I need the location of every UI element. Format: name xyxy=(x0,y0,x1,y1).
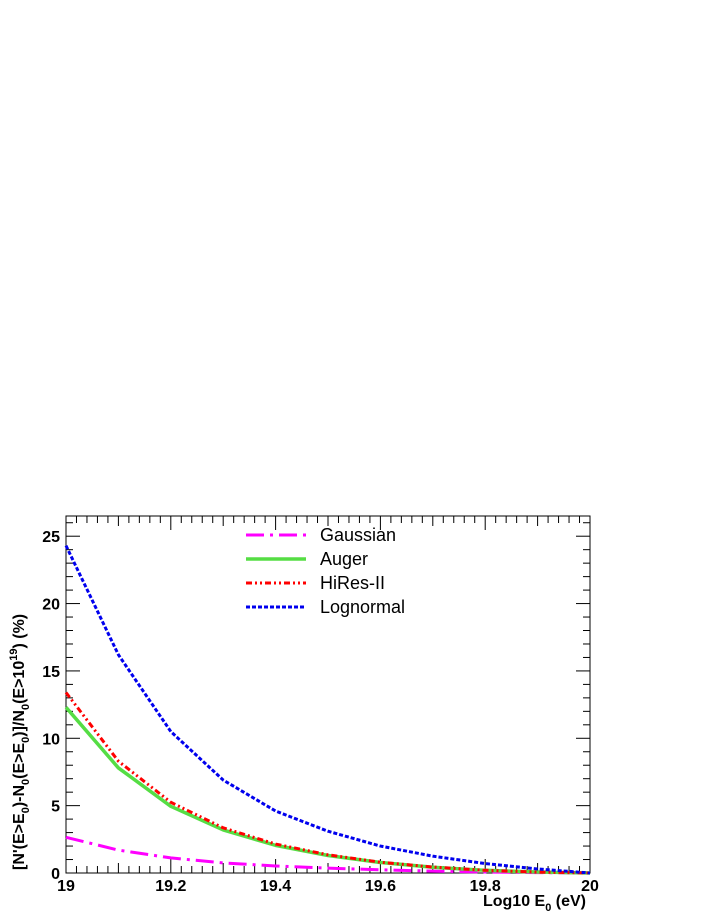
legend-label: Auger xyxy=(320,549,368,569)
x-tick-label: 19.4 xyxy=(260,878,291,895)
series-line-hires-ii xyxy=(64,691,591,875)
legend-label: HiRes-II xyxy=(320,573,385,593)
y-tick-label: 0 xyxy=(51,866,60,883)
legend: Gaussian Auger HiRes-II Lognormal xyxy=(246,525,405,617)
x-tick-label: 19.8 xyxy=(470,878,501,895)
y-axis-title: [N'(E>E0)-N0(E>E0)]/N0(E>1019) (%) xyxy=(8,614,32,870)
y-axis: 0 5 10 15 20 25 xyxy=(42,522,590,883)
series-line-auger xyxy=(64,706,591,875)
x-axis-title: Log10 E0 (eV) xyxy=(483,893,586,914)
legend-label: Lognormal xyxy=(320,597,405,617)
series-line-lognormal xyxy=(64,544,591,875)
y-tick-label: 25 xyxy=(42,529,60,546)
legend-label: Gaussian xyxy=(320,525,396,545)
x-tick-label: 20 xyxy=(581,878,599,895)
y-tick-label: 20 xyxy=(42,597,60,614)
y-tick-label: 15 xyxy=(42,664,60,681)
x-tick-label: 19.2 xyxy=(155,878,186,895)
y-tick-label: 5 xyxy=(51,799,60,816)
x-axis: 19 19.2 19.4 19.6 19.8 20 xyxy=(57,516,599,895)
x-tick-label: 19.6 xyxy=(365,878,396,895)
series-layer xyxy=(64,544,591,875)
x-tick-label: 19 xyxy=(57,878,75,895)
y-tick-label: 10 xyxy=(42,731,60,748)
